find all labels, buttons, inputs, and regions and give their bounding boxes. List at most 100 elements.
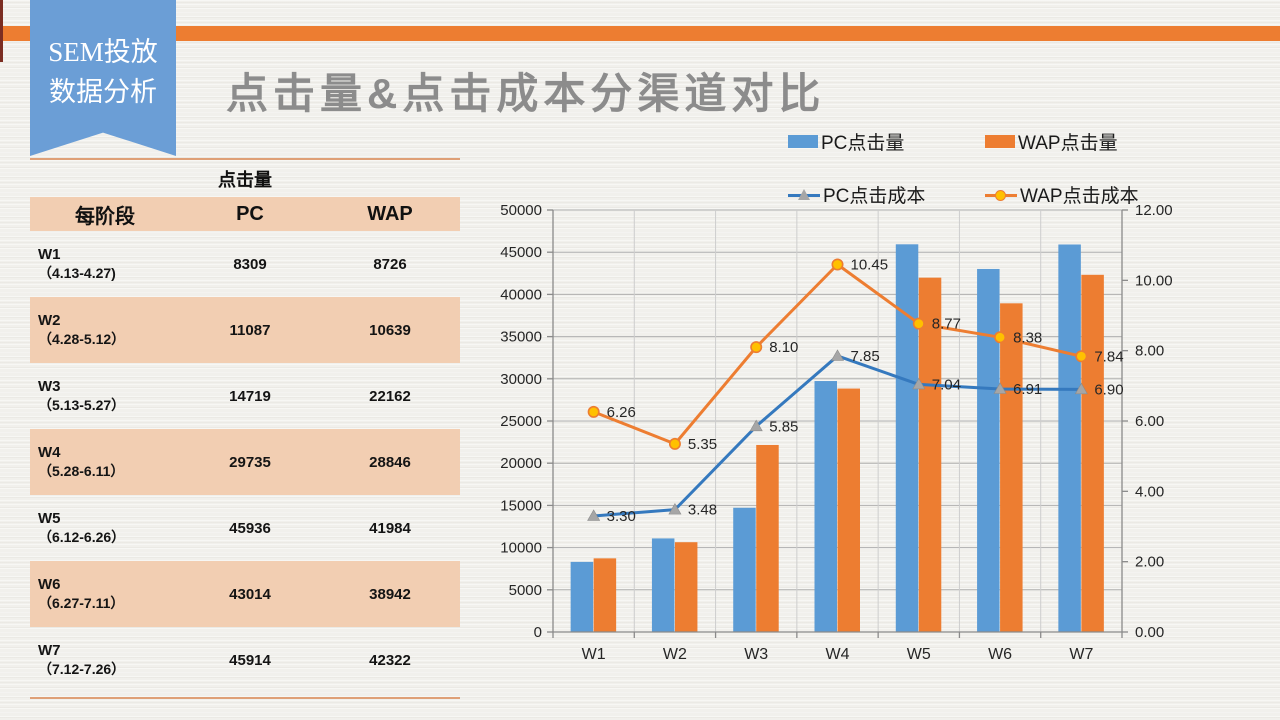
pc-value: 43014 <box>229 585 271 603</box>
line-data-label: 3.30 <box>607 508 636 525</box>
x-axis-label: W6 <box>988 646 1012 663</box>
week-label: W1 <box>38 246 61 263</box>
legend-label: WAP点击成本 <box>1020 186 1139 207</box>
bar-pc-w7 <box>1058 244 1081 632</box>
date-range: （5.13-5.27） <box>38 397 126 413</box>
bar-wap-w1 <box>593 558 617 632</box>
chart-legend: PC点击量 WAP点击量 PC点击成本 WAP点击成本 <box>788 128 1182 234</box>
week-label: W6 <box>38 576 61 593</box>
pc-cost-marker <box>587 509 601 521</box>
right-axis-label: 12.00 <box>1135 202 1173 219</box>
table-row: W6 （6.27-7.11） 43014 38942 <box>30 561 460 627</box>
x-axis-label: W5 <box>907 646 931 663</box>
table-row: W7 （7.12-7.26） 45914 42322 <box>30 627 460 693</box>
orange-line-circle-swatch-icon <box>985 188 1017 202</box>
ribbon-badge: SEM投放 数据分析 <box>30 0 176 156</box>
left-axis-label: 35000 <box>500 329 542 346</box>
top-accent-bar <box>0 26 1280 41</box>
date-range: （6.27-7.11） <box>38 595 125 611</box>
pc-value: 11087 <box>229 321 271 339</box>
x-axis-label: W7 <box>1069 646 1093 663</box>
left-axis-label: 20000 <box>500 455 542 472</box>
bar-pc-w3 <box>733 507 756 632</box>
table-bottom-rule <box>30 697 460 699</box>
date-range: （7.12-7.26） <box>38 661 126 677</box>
bar-pc-w1 <box>570 561 594 632</box>
right-axis-label: 2.00 <box>1135 554 1164 571</box>
wap-value: 10639 <box>369 321 411 339</box>
clicks-table: 点击量 每阶段 PC WAP W1 （4.13-4.27) 8309 8726 … <box>30 158 460 699</box>
wap-cost-marker <box>994 331 1007 344</box>
date-range: （5.28-6.11） <box>38 463 125 479</box>
date-range: （6.12-6.26） <box>38 529 126 545</box>
legend-item-pc-clicks: PC点击量 <box>788 128 985 155</box>
wap-cost-marker <box>912 317 925 330</box>
bar-pc-w5 <box>895 244 919 632</box>
left-axis-label: 40000 <box>500 286 542 303</box>
left-axis-label: 5000 <box>509 582 542 599</box>
line-data-label: 7.84 <box>1094 348 1123 365</box>
week-label: W3 <box>38 378 61 395</box>
bar-wap-w4 <box>837 388 860 632</box>
table-caption: 点击量 <box>218 170 272 190</box>
ribbon-line2: 数据分析 <box>49 77 157 107</box>
legend-label: PC点击成本 <box>823 186 926 207</box>
blue-bar-swatch-icon <box>788 135 818 148</box>
table-row: W3 （5.13-5.27） 14719 22162 <box>30 363 460 429</box>
wap-cost-marker <box>1075 350 1088 363</box>
table-row: W4 （5.28-6.11） 29735 28846 <box>30 429 460 495</box>
right-axis-label: 0.00 <box>1135 624 1164 641</box>
line-data-label: 5.35 <box>688 436 717 453</box>
line-data-label: 7.85 <box>851 348 880 365</box>
bar-wap-w3 <box>756 444 779 632</box>
date-range: （4.28-5.12） <box>38 331 126 347</box>
wap-value: 42322 <box>369 651 411 669</box>
week-label: W7 <box>38 642 61 659</box>
col-header-pc: PC <box>236 202 264 225</box>
pc-value: 45936 <box>229 519 271 537</box>
bar-pc-w6 <box>977 268 1000 632</box>
wap-value: 28846 <box>369 453 411 471</box>
ribbon-line1: SEM投放 <box>48 37 158 67</box>
line-data-label: 7.04 <box>932 376 961 393</box>
line-data-label: 6.90 <box>1094 381 1123 398</box>
pc-cost-marker <box>1074 382 1088 395</box>
table-top-rule <box>30 158 460 160</box>
legend-label: PC点击量 <box>821 133 905 154</box>
wap-cost-marker <box>831 258 844 271</box>
bar-wap-w6 <box>1000 303 1023 632</box>
line-data-label: 6.26 <box>607 404 636 421</box>
wap-value: 38942 <box>369 585 411 603</box>
line-data-label: 8.38 <box>1013 329 1042 346</box>
pc-cost-marker <box>830 349 845 361</box>
line-data-label: 5.85 <box>769 418 798 435</box>
left-axis-label: 10000 <box>500 540 542 557</box>
bar-wap-w5 <box>918 277 942 632</box>
right-axis-label: 4.00 <box>1135 483 1164 500</box>
pc-value: 8309 <box>233 255 267 273</box>
pc-cost-marker <box>993 382 1007 394</box>
pc-value: 45914 <box>229 651 271 669</box>
left-axis-label: 45000 <box>500 244 542 261</box>
orange-bar-swatch-icon <box>985 135 1015 148</box>
week-label: W5 <box>38 510 61 527</box>
x-axis-label: W1 <box>582 646 606 663</box>
x-axis-label: W3 <box>744 646 768 663</box>
x-axis-label: W2 <box>663 646 687 663</box>
pc-cost-marker <box>749 419 763 432</box>
line-data-label: 10.45 <box>851 257 889 274</box>
line-data-label: 8.77 <box>932 316 961 333</box>
combo-chart: 0 5000 10000 15000 20000 25000 30000 35000 40000… <box>490 200 1210 680</box>
wap-value: 8726 <box>373 255 407 273</box>
wap-cost-marker <box>587 405 600 418</box>
left-axis-label: 25000 <box>500 413 542 430</box>
legend-label: WAP点击量 <box>1018 133 1118 154</box>
pc-cost-marker <box>912 377 926 390</box>
left-edge-accent <box>0 0 3 62</box>
left-axis-label: 30000 <box>500 371 542 388</box>
bar-wap-w2 <box>674 542 698 632</box>
right-axis-label: 8.00 <box>1135 343 1164 360</box>
left-axis-label: 15000 <box>500 497 542 514</box>
right-axis-label: 6.00 <box>1135 413 1164 430</box>
